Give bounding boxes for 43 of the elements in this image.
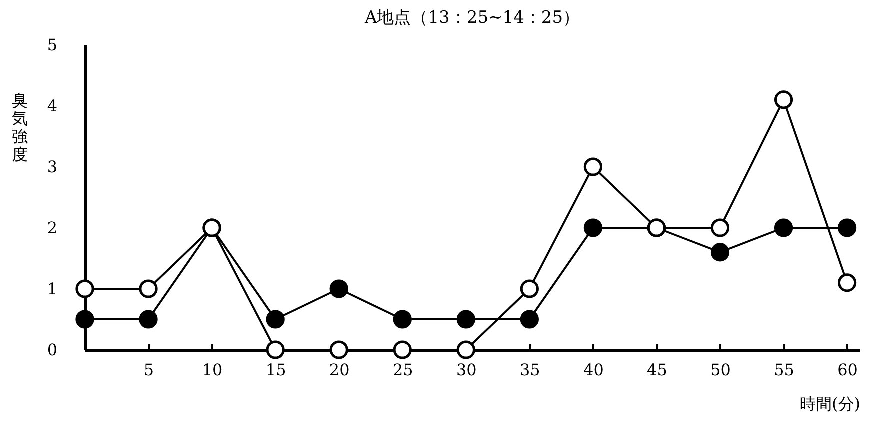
point bbox=[584, 218, 603, 238]
point bbox=[710, 218, 730, 238]
point bbox=[710, 243, 730, 262]
point bbox=[774, 218, 794, 238]
point bbox=[584, 158, 603, 176]
y-tick-label: 2 bbox=[47, 218, 58, 238]
point bbox=[330, 280, 348, 298]
point bbox=[838, 274, 857, 292]
x-tick-label: 20 bbox=[329, 360, 350, 380]
point bbox=[520, 310, 539, 329]
point bbox=[774, 90, 794, 110]
y-tick-label: 4 bbox=[47, 96, 58, 116]
point bbox=[838, 218, 857, 238]
x-tick-label: 60 bbox=[838, 360, 858, 380]
y-tick-label: 0 bbox=[47, 340, 58, 360]
point bbox=[76, 310, 94, 329]
point bbox=[266, 310, 285, 329]
point bbox=[456, 310, 476, 329]
x-tick-label: 50 bbox=[710, 360, 731, 380]
x-tick-label: 35 bbox=[520, 360, 540, 380]
point bbox=[139, 280, 158, 298]
point bbox=[393, 310, 412, 329]
point bbox=[456, 340, 476, 360]
chart-title: A地点（13：25~14：25） bbox=[364, 8, 580, 28]
point bbox=[393, 340, 412, 360]
point bbox=[520, 280, 539, 298]
x-tick-label: 15 bbox=[266, 360, 286, 380]
x-tick-label: 55 bbox=[774, 360, 794, 380]
x-tick-label: 25 bbox=[392, 360, 414, 380]
x-tick-label: 30 bbox=[456, 360, 477, 380]
x-tick-label: 40 bbox=[584, 360, 604, 380]
y-axis-title: 臭気強度 bbox=[12, 91, 28, 164]
point bbox=[139, 310, 158, 329]
y-tick-label: 5 bbox=[47, 36, 58, 54]
y-tick-label: 1 bbox=[47, 280, 58, 298]
x-tick-label: 45 bbox=[647, 360, 668, 380]
point bbox=[330, 340, 348, 360]
x-tick-label: 10 bbox=[202, 360, 223, 380]
x-tick-label: 5 bbox=[144, 360, 154, 380]
y-tick-label: 3 bbox=[47, 158, 58, 176]
x-axis-title: 時間(分) bbox=[800, 394, 860, 414]
point bbox=[266, 340, 285, 360]
point bbox=[76, 280, 94, 298]
